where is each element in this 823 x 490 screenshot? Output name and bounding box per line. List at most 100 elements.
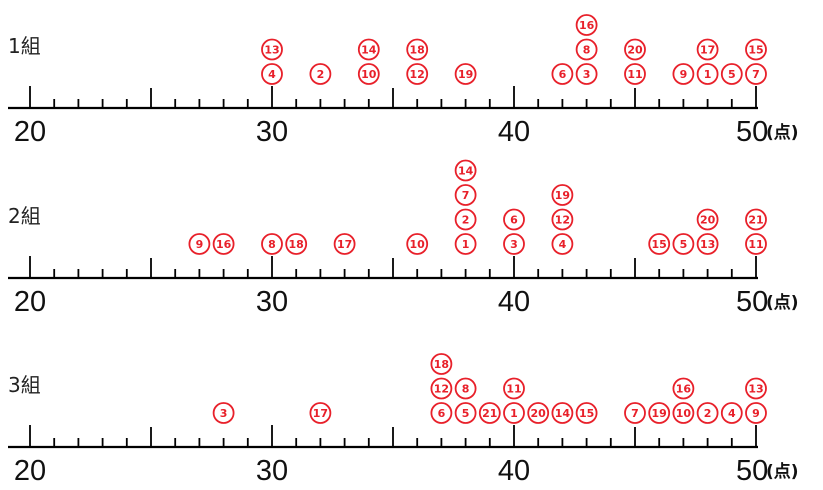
tick-label-3: 20 [14,455,46,487]
data-point-marker [648,402,671,424]
data-point-marker [672,63,695,85]
data-point-marker [648,233,671,255]
data-point-marker [212,233,235,255]
data-point-marker [454,402,477,424]
data-point-label: 17 [313,407,328,420]
group-label-1: 1組 [8,34,41,58]
data-point-marker [745,377,767,400]
data-point-label: 2 [704,407,712,420]
data-point-marker [406,38,429,61]
data-point-label: 14 [361,44,377,57]
data-point-label: 14 [555,407,571,420]
data-point-label: 7 [462,189,470,202]
data-point-marker [454,63,477,85]
data-point-label: 2 [462,214,470,227]
data-point-label: 6 [510,214,518,227]
data-point-label: 12 [434,383,449,396]
data-point-marker [503,208,525,231]
data-point-label: 1 [462,238,470,251]
tick-label-1: 50 [736,116,768,148]
data-point-label: 10 [410,238,426,251]
data-point-label: 11 [748,238,763,251]
data-point-label: 1 [704,68,712,81]
data-point-label: 21 [748,214,763,227]
data-point-label: 19 [555,189,570,202]
data-point-label: 1 [510,407,518,420]
data-point-label: 20 [531,407,547,420]
data-point-label: 7 [752,68,760,81]
data-point-label: 13 [700,238,715,251]
unit-label-1: (点) [766,122,799,143]
data-point-label: 6 [438,407,446,420]
data-point-label: 12 [555,214,570,227]
tick-label-3: 50 [736,455,768,487]
data-point-marker [696,233,719,255]
data-point-marker [503,402,525,424]
data-point-marker [430,402,453,424]
data-point-marker [624,63,646,85]
tick-label-1: 40 [498,116,530,148]
data-point-marker [696,402,719,424]
data-point-marker [454,208,477,231]
data-point-marker [261,63,283,85]
data-point-marker [454,233,477,255]
data-point-marker [672,377,695,400]
data-point-marker [478,402,501,424]
data-point-marker [575,402,598,424]
data-point-marker [745,38,767,61]
data-point-label: 20 [627,44,643,57]
data-point-marker [357,63,380,85]
data-point-label: 11 [627,68,642,81]
tick-label-3: 40 [498,455,530,487]
data-point-label: 7 [631,407,639,420]
data-point-marker [551,402,574,424]
data-point-marker [575,14,598,36]
data-point-label: 6 [559,68,567,81]
data-point-marker [624,402,646,424]
data-point-label: 4 [728,407,736,420]
data-point-marker [720,402,743,424]
data-point-marker [624,38,646,61]
data-point-marker [551,208,574,231]
data-point-marker [309,63,332,85]
data-point-marker [406,233,429,255]
data-point-label: 4 [559,238,567,251]
data-point-label: 11 [506,383,521,396]
tick-label-1: 20 [14,116,46,148]
data-point-label: 15 [748,44,763,57]
data-point-label: 16 [676,383,692,396]
data-point-label: 5 [462,407,470,420]
group-label-2: 2組 [8,204,41,228]
data-point-marker [503,233,525,255]
data-point-marker [357,38,380,61]
data-point-label: 12 [410,68,425,81]
data-point-marker [309,402,332,424]
data-point-marker [696,208,719,231]
data-point-label: 14 [458,165,474,178]
data-point-marker [696,63,719,85]
data-point-label: 19 [652,407,667,420]
data-point-label: 17 [700,44,715,57]
data-point-marker [745,233,767,255]
data-point-label: 16 [216,238,232,251]
data-point-label: 18 [410,44,425,57]
data-point-marker [285,233,308,255]
data-point-marker [551,63,574,85]
unit-label-3: (点) [766,461,799,482]
data-point-label: 10 [676,407,692,420]
data-point-label: 15 [652,238,667,251]
data-point-label: 9 [680,68,688,81]
data-point-marker [333,233,356,255]
data-point-label: 13 [748,383,763,396]
data-point-marker [672,233,695,255]
data-point-marker [503,377,525,400]
data-point-marker [188,233,211,255]
data-point-label: 18 [434,358,449,371]
tick-label-3: 30 [256,455,288,487]
data-point-label: 3 [220,407,228,420]
data-point-marker [551,233,574,255]
unit-label-2: (点) [766,292,799,313]
group-label-3: 3組 [8,373,41,397]
